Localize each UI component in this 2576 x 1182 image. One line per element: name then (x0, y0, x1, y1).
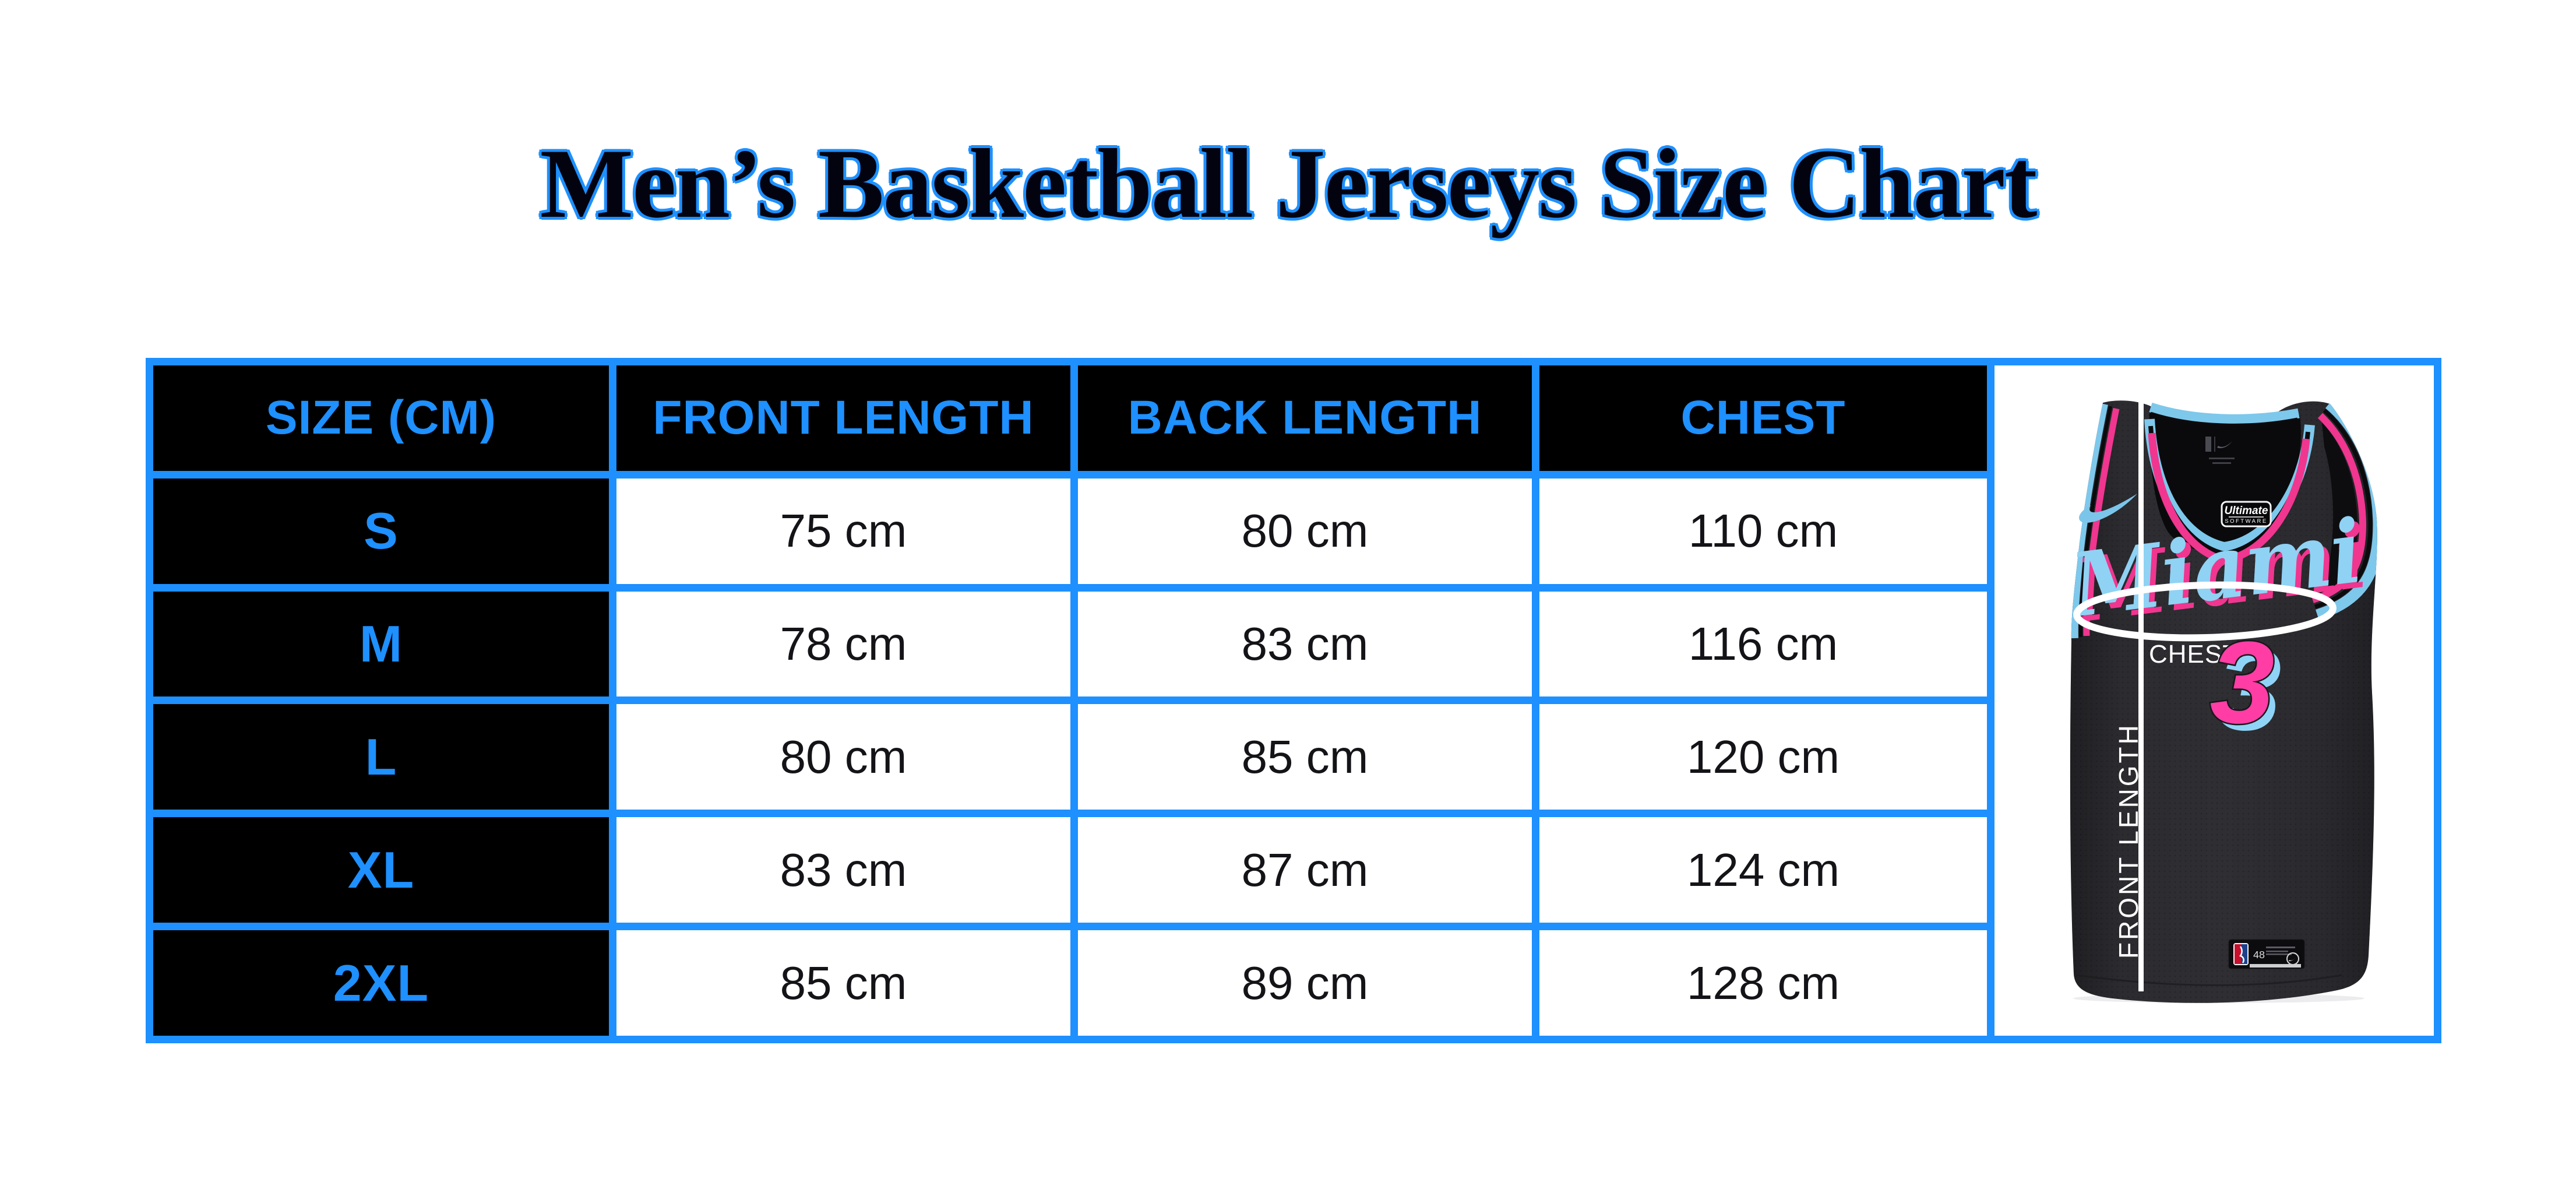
row-m-size: M (153, 591, 609, 697)
jersey-illustration: Ultimate SOFTWARE Miami Miami CHEST 3 3 … (2063, 400, 2377, 1003)
sponsor-patch: Ultimate SOFTWARE (2221, 501, 2272, 527)
nba-logo-icon (2233, 942, 2249, 965)
jersey-body (2070, 400, 2377, 1003)
player-number: 3 3 (2208, 616, 2282, 755)
row-l-back: 85 cm (1078, 704, 1532, 810)
player-number-main: 3 (2209, 618, 2274, 748)
row-l-size: L (153, 704, 609, 810)
row-xl-chest: 124 cm (1539, 817, 1987, 923)
row-m-front: 78 cm (616, 591, 1070, 697)
chest-measure-ellipse (2073, 581, 2337, 642)
collar-brand-tags (2205, 436, 2235, 464)
header-chest: CHEST (1539, 365, 1987, 471)
row-l-front: 80 cm (616, 704, 1070, 810)
row-2xl-back: 89 cm (1078, 930, 1532, 1036)
row-s-chest: 110 cm (1539, 478, 1987, 584)
row-xl-size: XL (153, 817, 609, 923)
front-length-measure-line (2138, 401, 2144, 991)
chest-label: CHEST (2149, 640, 2239, 669)
player-number-shadow: 3 (2216, 625, 2281, 755)
row-l-chest: 120 cm (1539, 704, 1987, 810)
row-m-chest: 116 cm (1539, 591, 1987, 697)
row-m-back: 83 cm (1078, 591, 1532, 697)
sponsor-patch-line2: SOFTWARE (2225, 518, 2267, 525)
page-title: Men’s Basketball Jerseys Size Chart (540, 129, 2038, 238)
row-s-size: S (153, 478, 609, 584)
nike-swoosh-icon (2079, 493, 2138, 523)
row-2xl-front: 85 cm (616, 930, 1070, 1036)
row-s-back: 80 cm (1078, 478, 1532, 584)
row-s-front: 75 cm (616, 478, 1070, 584)
row-2xl-size: 2XL (153, 930, 609, 1036)
row-2xl-chest: 128 cm (1539, 930, 1987, 1036)
header-front-length: FRONT LENGTH (616, 365, 1070, 471)
row-xl-front: 83 cm (616, 817, 1070, 923)
header-size: SIZE (CM) (153, 365, 609, 471)
size-chart-table: Ultimate SOFTWARE Miami Miami CHEST 3 3 … (146, 358, 2441, 1043)
row-xl-back: 87 cm (1078, 817, 1532, 923)
nba-jocktag: 48 (2228, 939, 2305, 969)
jocktag-size: 48 (2253, 949, 2265, 961)
jersey-image-cell: Ultimate SOFTWARE Miami Miami CHEST 3 3 … (1994, 365, 2434, 1036)
header-back-length: BACK LENGTH (1078, 365, 1532, 471)
front-length-label: FRONT LENGTH (2113, 723, 2144, 959)
sponsor-patch-line1: Ultimate (2225, 505, 2268, 517)
